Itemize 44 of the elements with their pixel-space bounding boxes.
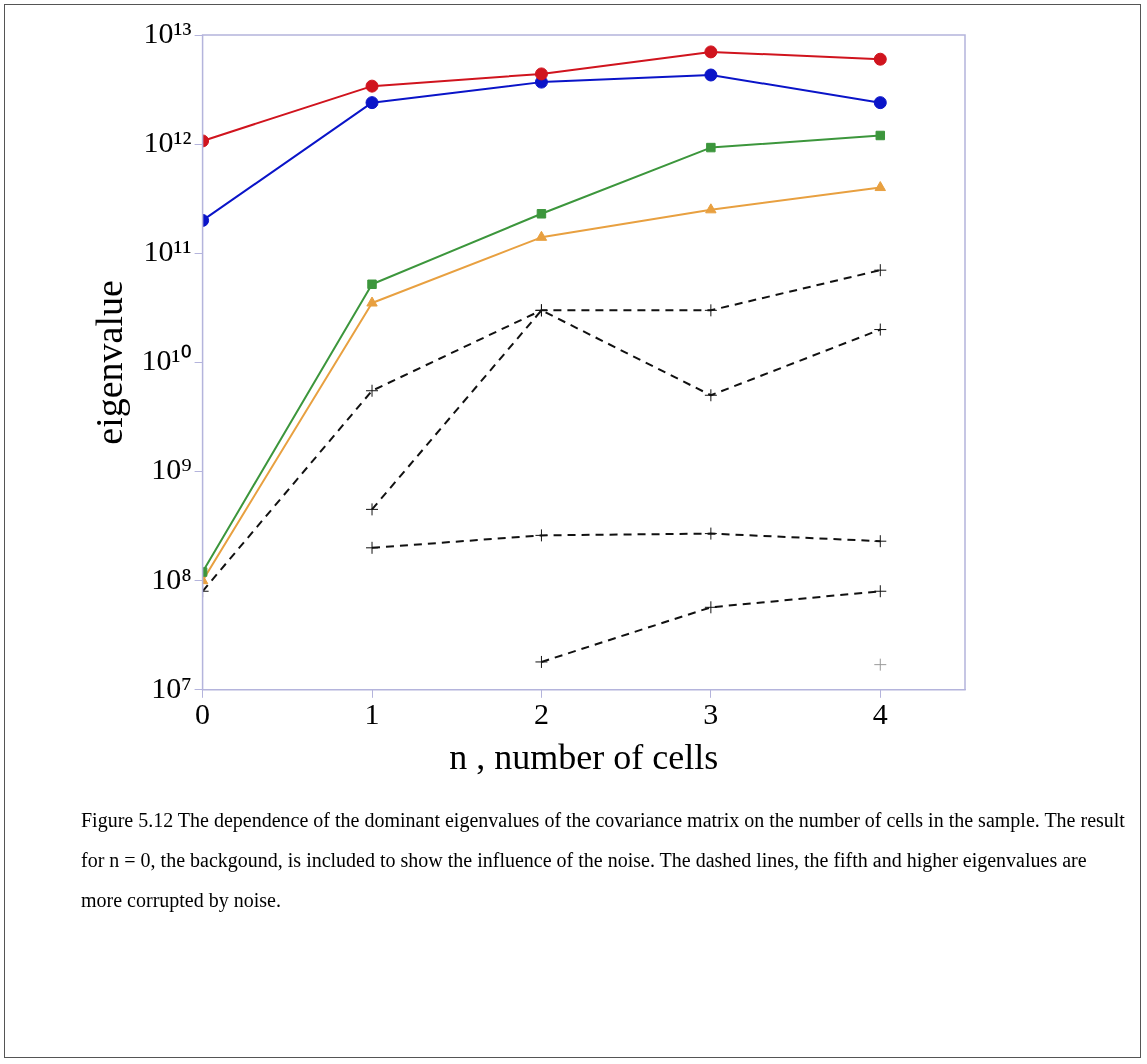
x-tick-label: 0: [195, 696, 211, 730]
point: [873, 52, 887, 66]
y-tick-label: 10¹⁰: [141, 343, 192, 377]
point: [365, 96, 379, 110]
point: [875, 130, 886, 141]
x-tick-label: 2: [533, 696, 549, 730]
x-axis-title: n , number of cells: [449, 736, 719, 777]
point: [366, 296, 378, 307]
y-tick-label: 10¹¹: [143, 234, 192, 268]
point: [874, 181, 886, 192]
point: [873, 658, 887, 672]
x-tick-label: 1: [364, 696, 380, 730]
point: [534, 528, 548, 542]
y-tick-label: 10⁷: [151, 670, 192, 704]
x-tick-label: 3: [703, 696, 719, 730]
point: [873, 534, 887, 548]
point: [704, 527, 718, 541]
point: [534, 67, 548, 81]
point: [704, 303, 718, 317]
point: [535, 230, 548, 241]
point: [873, 263, 887, 277]
point: [365, 541, 379, 555]
point: [365, 384, 379, 398]
x-tick-label: 4: [872, 696, 888, 730]
point: [534, 655, 548, 669]
y-tick-label: 10¹³: [143, 15, 192, 49]
point: [704, 68, 718, 82]
y-axis-title: eigenvalue: [87, 280, 130, 445]
point: [873, 323, 887, 337]
point: [705, 203, 717, 214]
y-tick-label: 10¹²: [143, 125, 192, 159]
point: [706, 142, 716, 153]
point: [873, 96, 887, 110]
point: [365, 79, 379, 93]
point: [365, 502, 379, 516]
point: [873, 584, 887, 598]
y-tick-label: 10⁸: [151, 561, 192, 595]
point: [704, 600, 718, 614]
caption: Figure 5.12 The dependence of the dominant eigenvalues of the covariance matrix on the number of cells in the sample. The result for n = 0, the backgound, is included to show the influence of the noise. The dashed lines, the fifth and higher eigenvalues are more corrupted by noise.: [81, 808, 1126, 914]
y-tick-label: 10⁹: [151, 452, 192, 486]
point: [704, 388, 718, 402]
point: [536, 209, 547, 219]
point: [367, 279, 377, 289]
point: [704, 45, 718, 59]
